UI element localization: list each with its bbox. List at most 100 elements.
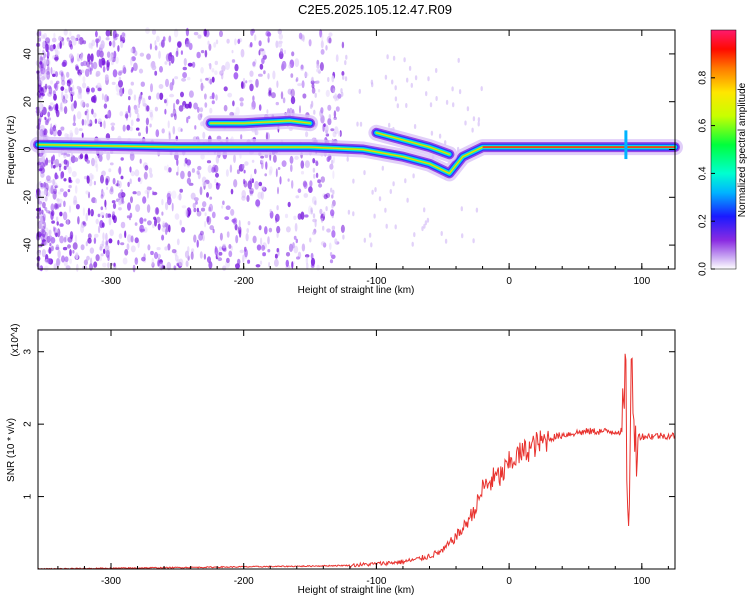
speckle-dot (471, 127, 474, 133)
speckle-dot (133, 94, 137, 101)
speckle-dot (87, 207, 91, 216)
speckle-dot (166, 261, 172, 271)
speckle-dot (84, 119, 87, 126)
speckle-dot (251, 178, 254, 184)
speckle-dot (40, 62, 44, 69)
speckle-dot (269, 208, 272, 214)
speckle-dot (320, 176, 325, 183)
speckle-dot (39, 55, 43, 63)
speckle-dot (86, 87, 90, 93)
speckle-dot (266, 132, 270, 141)
speckle-dot (332, 189, 335, 195)
speckle-dot (95, 163, 99, 172)
speckle-dot (295, 78, 298, 83)
speckle-dot (106, 151, 111, 161)
speckle-dot (148, 95, 152, 101)
speckle-dot (452, 102, 455, 108)
speckle-dot (54, 50, 60, 56)
speckle-dot (477, 117, 481, 123)
speckle-dot (67, 166, 72, 174)
speckle-dot (42, 201, 46, 209)
spectrogram-y-tick-label: 40 (23, 48, 34, 60)
speckle-dot (90, 257, 93, 266)
speckle-dot (74, 127, 79, 135)
speckle-dot (374, 187, 377, 193)
speckle-dot (204, 221, 207, 228)
speckle-dot (82, 76, 86, 83)
speckle-dot (118, 76, 122, 81)
speckle-dot (258, 73, 263, 77)
speckle-dot (98, 154, 103, 162)
speckle-dot (93, 261, 98, 268)
speckle-dot (69, 129, 73, 139)
speckle-dot (240, 48, 245, 58)
speckle-dot (48, 185, 54, 194)
speckle-dot (111, 125, 115, 132)
speckle-dot (202, 85, 205, 89)
spectrogram-y-tick-label: -40 (23, 237, 34, 252)
speckle-dot (323, 123, 326, 127)
speckle-dot (297, 251, 302, 259)
speckle-dot (211, 211, 216, 219)
speckle-dot (88, 66, 92, 72)
speckle-dot (167, 243, 171, 251)
speckle-dot (239, 97, 244, 102)
spectrogram-y-label: Frequency (Hz) (6, 116, 17, 185)
speckle-dot (154, 207, 160, 215)
speckle-dot (337, 130, 341, 137)
speckle-dot (119, 70, 124, 74)
speckle-dot (146, 53, 151, 60)
speckle-dot (140, 91, 143, 96)
speckle-dot (82, 220, 86, 225)
speckle-dot (480, 86, 483, 92)
speckle-dot (286, 226, 291, 233)
speckle-dot (267, 249, 271, 253)
speckle-dot (134, 50, 138, 57)
speckle-dot (47, 179, 52, 184)
speckle-dot (118, 207, 122, 211)
speckle-dot (61, 161, 65, 165)
speckle-dot (78, 73, 82, 78)
speckle-dot (122, 67, 127, 74)
speckle-dot (384, 207, 387, 213)
speckle-dot (96, 39, 99, 48)
speckle-dot (36, 231, 42, 238)
speckle-dot (320, 217, 324, 223)
speckle-dot (51, 37, 57, 43)
speckle-dot (66, 38, 70, 42)
speckle-dot (325, 45, 328, 51)
speckle-dot (149, 43, 152, 50)
speckle-dot (61, 61, 67, 67)
speckle-dot (38, 102, 43, 111)
speckle-dot (134, 237, 139, 244)
speckle-dot (38, 83, 42, 92)
speckle-dot (243, 180, 248, 188)
speckle-dot (296, 77, 299, 82)
speckle-dot (90, 209, 94, 217)
speckle-dot (109, 162, 114, 166)
speckle-dot (187, 62, 193, 67)
speckle-dot (54, 158, 60, 168)
speckle-dot (305, 131, 309, 138)
speckle-dot (245, 233, 249, 242)
speckle-dot (251, 159, 255, 163)
speckle-dot (64, 235, 68, 243)
speckle-dot (103, 248, 106, 254)
speckle-dot (150, 250, 154, 256)
speckle-dot (394, 85, 397, 91)
speckle-dot (223, 104, 228, 112)
speckle-dot (72, 242, 78, 250)
speckle-dot (90, 87, 95, 93)
speckle-dot (148, 109, 154, 114)
speckle-dot (461, 233, 464, 239)
spectrogram-bands (30, 112, 683, 182)
speckle-dot (161, 128, 165, 134)
speckle-dot (332, 156, 336, 164)
speckle-dot (227, 92, 233, 98)
speckle-dot (444, 238, 448, 244)
speckle-dot (223, 86, 228, 92)
speckle-dot (104, 244, 110, 250)
speckle-dot (124, 249, 129, 256)
speckle-dot (55, 184, 59, 189)
speckle-dot (302, 93, 307, 99)
